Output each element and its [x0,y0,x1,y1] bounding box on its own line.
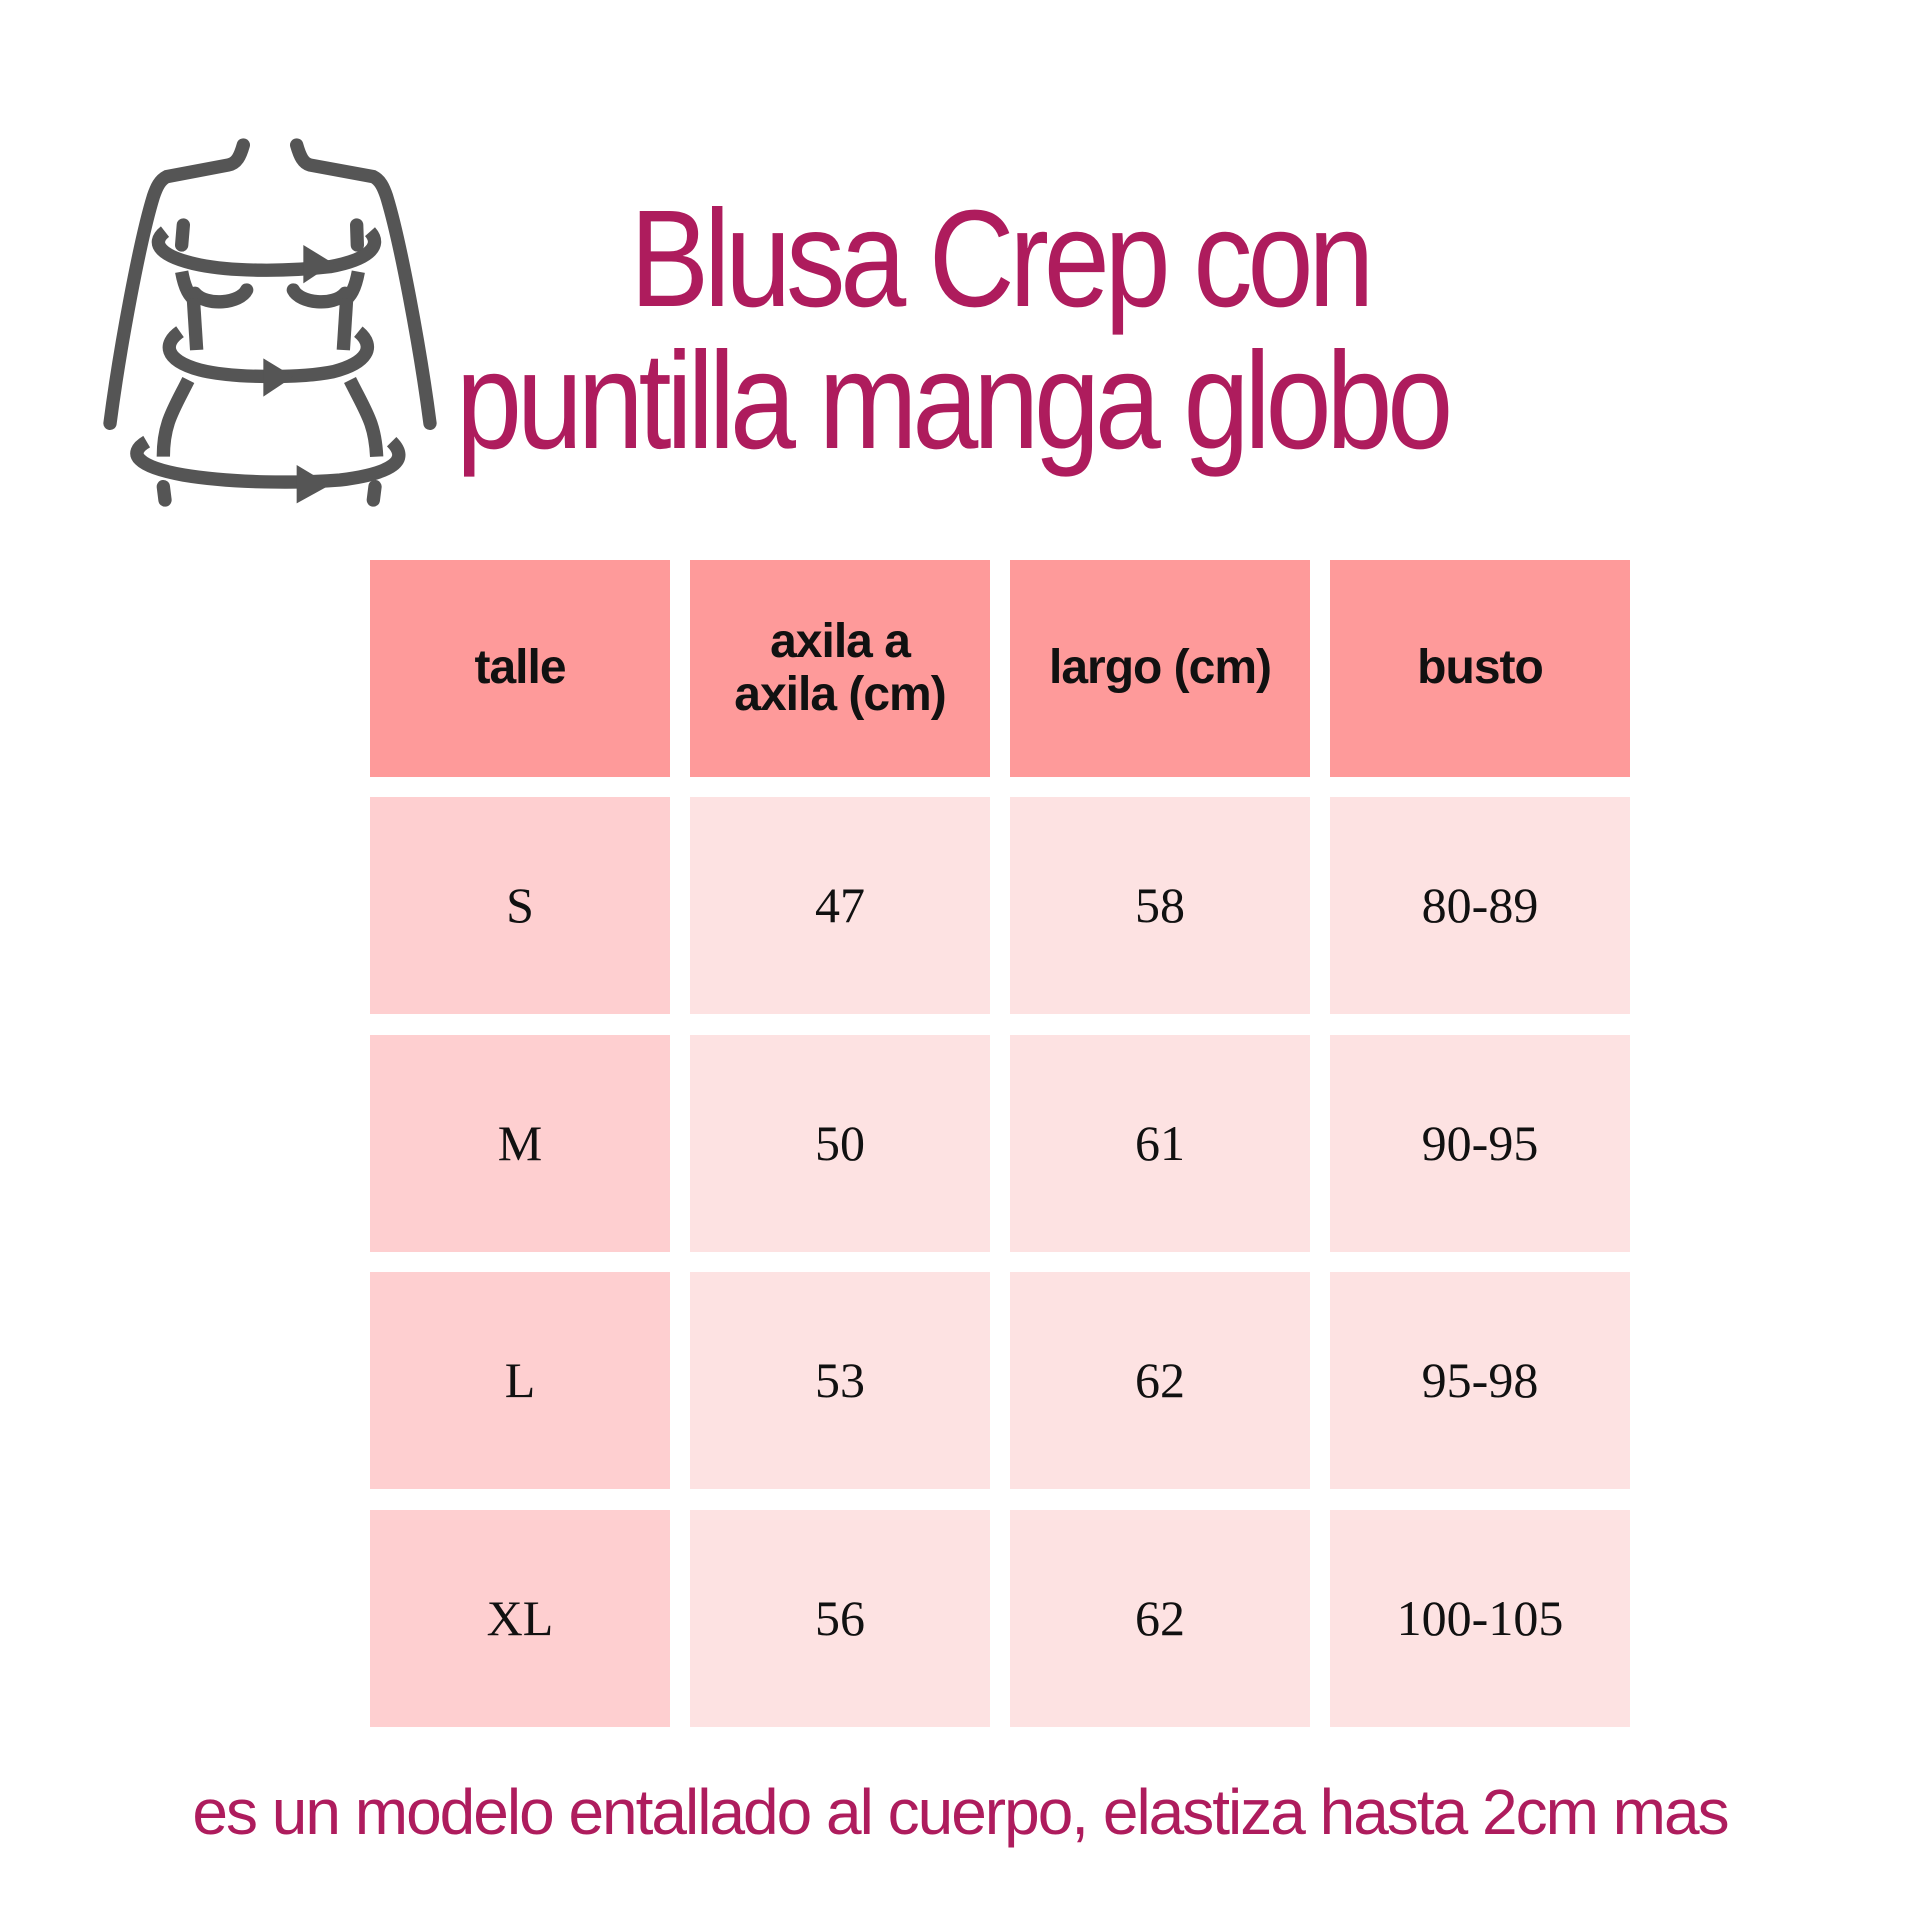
cell-axila: 50 [690,1035,990,1252]
cell-talle: XL [370,1510,670,1727]
title-line-2: puntilla manga globo [456,324,1453,478]
title-line-1: Blusa Crep con [630,182,1374,336]
footer-note: es un modelo entallado al cuerpo, elasti… [192,1776,1729,1848]
cell-largo: 61 [1010,1035,1310,1252]
header-busto: busto [1330,560,1630,777]
cell-largo: 62 [1010,1272,1310,1489]
header-talle: talle [370,560,670,777]
cell-talle: M [370,1035,670,1252]
header-axila: axila a axila (cm) [690,560,990,777]
cell-busto: 95-98 [1330,1272,1630,1489]
cell-busto: 80-89 [1330,797,1630,1014]
cell-busto: 100-105 [1330,1510,1630,1727]
cell-busto: 90-95 [1330,1035,1630,1252]
cell-talle: L [370,1272,670,1489]
cell-axila: 53 [690,1272,990,1489]
body-measurement-icon [103,138,437,507]
cell-axila: 47 [690,797,990,1014]
cell-largo: 62 [1010,1510,1310,1727]
cell-axila: 56 [690,1510,990,1727]
cell-largo: 58 [1010,797,1310,1014]
cell-talle: S [370,797,670,1014]
header-largo: largo (cm) [1010,560,1310,777]
